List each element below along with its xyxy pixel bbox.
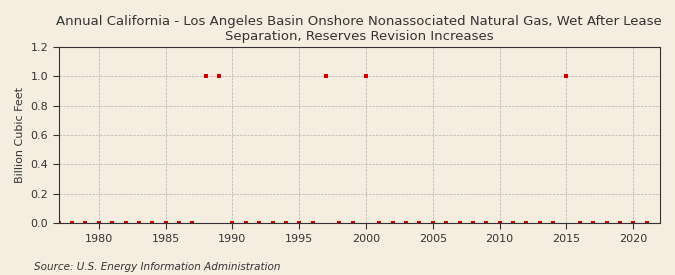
Title: Annual California - Los Angeles Basin Onshore Nonassociated Natural Gas, Wet Aft: Annual California - Los Angeles Basin On… [57,15,662,43]
Text: Source: U.S. Energy Information Administration: Source: U.S. Energy Information Administ… [34,262,280,272]
Y-axis label: Billion Cubic Feet: Billion Cubic Feet [15,87,25,183]
